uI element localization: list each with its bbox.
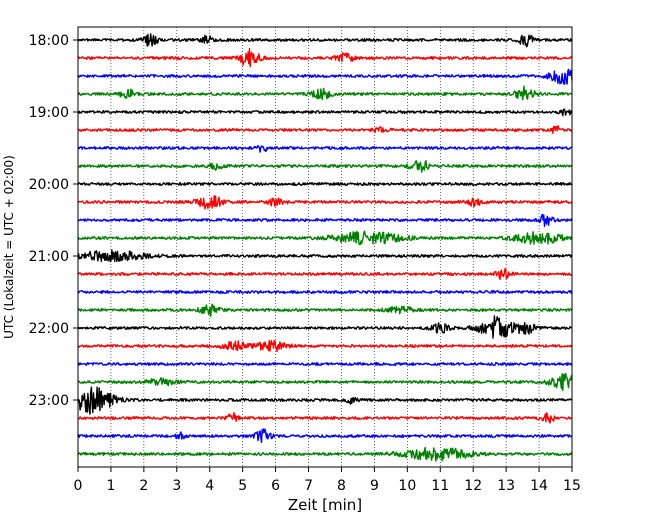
y-axis: 18:00 19:00 20:00 21:00 22:00 23:00 bbox=[29, 33, 78, 409]
x-tick-label: 3 bbox=[172, 478, 181, 494]
y-axis-label: UTC (Lokalzeit = UTC + 02:00) bbox=[2, 155, 16, 339]
grid-lines bbox=[110, 27, 540, 467]
x-axis: 0 1 2 3 4 5 6 7 8 9 10 11 12 13 14 15 bbox=[74, 467, 581, 494]
y-tick-label: 23:00 bbox=[29, 393, 69, 409]
trace-line bbox=[77, 125, 573, 134]
trace-line bbox=[77, 362, 573, 366]
trace-line bbox=[77, 268, 573, 280]
trace-line bbox=[77, 182, 573, 186]
trace-line bbox=[77, 303, 573, 317]
x-tick-label: 6 bbox=[271, 478, 280, 494]
x-tick-label: 9 bbox=[370, 478, 379, 494]
x-tick-label: 5 bbox=[238, 478, 247, 494]
y-tick-label: 19:00 bbox=[29, 105, 69, 121]
trace-line bbox=[77, 339, 573, 353]
trace-line bbox=[77, 33, 573, 48]
x-tick-label: 12 bbox=[464, 478, 482, 494]
x-tick-label: 0 bbox=[74, 478, 83, 494]
x-tick-label: 10 bbox=[398, 478, 416, 494]
plot-frame bbox=[77, 26, 573, 468]
trace-line bbox=[77, 144, 573, 153]
x-tick-label: 8 bbox=[337, 478, 346, 494]
trace-line bbox=[77, 446, 573, 462]
trace-line bbox=[77, 85, 573, 101]
trace-line bbox=[77, 108, 573, 117]
x-tick-label: 14 bbox=[530, 478, 548, 494]
x-tick-label: 13 bbox=[497, 478, 515, 494]
trace-group bbox=[77, 33, 573, 462]
trace-line bbox=[77, 428, 573, 443]
trace-line bbox=[77, 213, 573, 228]
trace-line bbox=[77, 195, 573, 210]
trace-line bbox=[77, 47, 573, 68]
y-tick-label: 22:00 bbox=[29, 321, 69, 337]
y-tick-label: 18:00 bbox=[29, 33, 69, 49]
trace-line bbox=[77, 249, 573, 263]
x-tick-label: 7 bbox=[304, 478, 313, 494]
x-tick-label: 4 bbox=[205, 478, 214, 494]
x-tick-label: 2 bbox=[139, 478, 148, 494]
x-tick-label: 15 bbox=[563, 478, 581, 494]
trace-line bbox=[78, 315, 573, 339]
x-tick-label: 1 bbox=[106, 478, 115, 494]
trace-line bbox=[77, 290, 573, 294]
trace-line bbox=[77, 372, 573, 392]
x-tick-label: 11 bbox=[431, 478, 449, 494]
y-tick-label: 20:00 bbox=[29, 177, 69, 193]
trace-line bbox=[77, 412, 573, 424]
trace-line bbox=[78, 68, 573, 86]
y-tick-label: 21:00 bbox=[29, 249, 69, 265]
trace-line bbox=[77, 386, 573, 415]
trace-line bbox=[77, 230, 573, 246]
trace-line bbox=[77, 159, 573, 173]
x-axis-label: Zeit [min] bbox=[288, 496, 362, 514]
